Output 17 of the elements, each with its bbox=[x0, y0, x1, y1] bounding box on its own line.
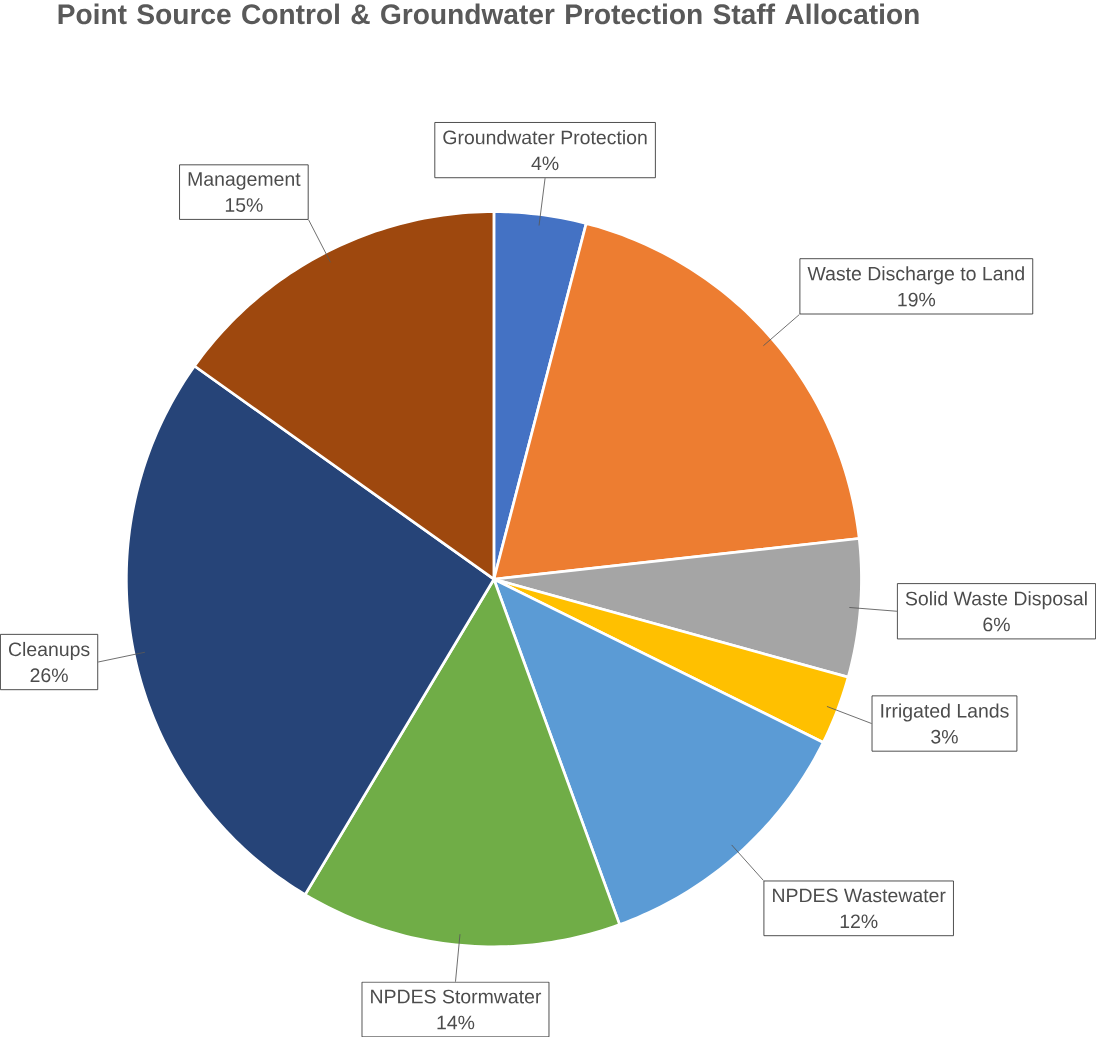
slice-label: Irrigated Lands bbox=[881, 703, 1009, 722]
slice-label: Management bbox=[188, 172, 301, 190]
slice-label: NPDES Wastewater bbox=[773, 888, 946, 903]
data-label: 6% bbox=[983, 617, 1010, 632]
slice-label: Cleanups bbox=[8, 641, 90, 660]
slice-label: Groundwater Protection bbox=[443, 129, 647, 145]
data-label: 3% bbox=[931, 729, 958, 744]
slice-label: NPDES Stormwater bbox=[371, 989, 542, 1004]
chart-title: Point Source Control & Groundwater Protection Staff Allocation bbox=[58, 3, 919, 25]
data-label: 14% bbox=[437, 1015, 475, 1030]
data-label: 26% bbox=[30, 668, 68, 682]
data-label: 19% bbox=[898, 292, 936, 307]
slice-label: Waste Discharge to Land bbox=[807, 266, 1024, 285]
data-label: 12% bbox=[840, 914, 878, 929]
data-label: 15% bbox=[225, 198, 263, 212]
data-label: 4% bbox=[531, 156, 559, 171]
slice-label: Solid Waste Disposal bbox=[905, 591, 1087, 610]
